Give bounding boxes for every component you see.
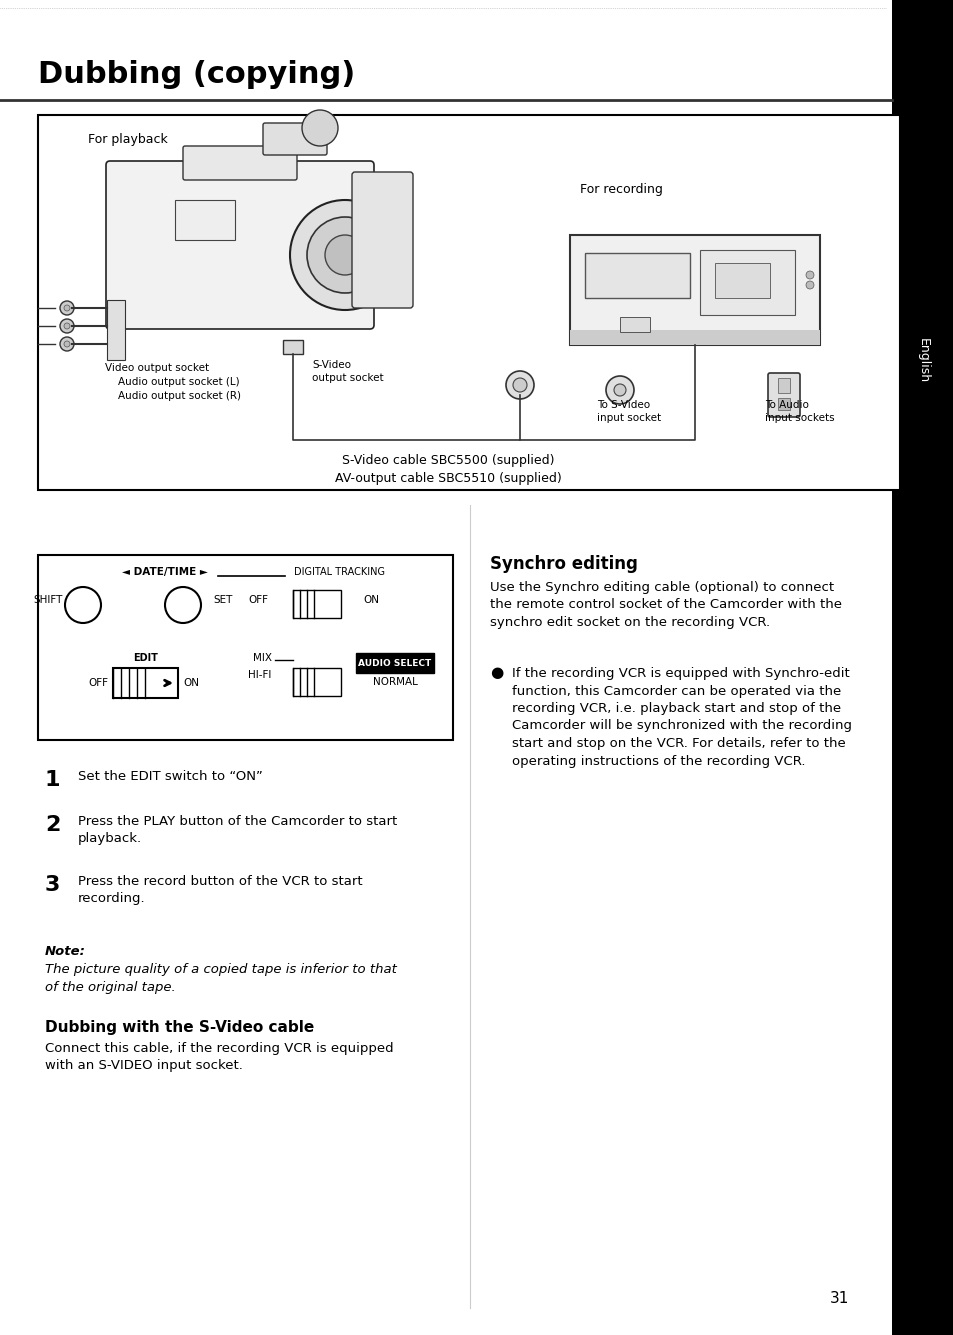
Text: ●: ●: [490, 665, 503, 680]
Circle shape: [302, 109, 337, 146]
FancyBboxPatch shape: [106, 162, 374, 328]
Text: Use the Synchro editing cable (optional) to connect
the remote control socket of: Use the Synchro editing cable (optional)…: [490, 581, 841, 629]
Text: 31: 31: [829, 1291, 848, 1306]
Bar: [174, 200, 234, 240]
FancyBboxPatch shape: [767, 372, 800, 417]
Text: Dubbing (copying): Dubbing (copying): [38, 60, 355, 89]
Circle shape: [614, 384, 625, 396]
Circle shape: [65, 587, 101, 623]
Bar: [891, 0, 953, 1335]
FancyBboxPatch shape: [263, 123, 327, 155]
Bar: [112, 668, 178, 698]
Bar: [293, 668, 340, 696]
Bar: [569, 235, 820, 344]
Text: OFF: OFF: [88, 678, 108, 688]
Text: EDIT: EDIT: [133, 653, 158, 663]
Circle shape: [165, 587, 201, 623]
Circle shape: [325, 235, 365, 275]
Text: NORMAL: NORMAL: [373, 677, 417, 688]
Circle shape: [290, 200, 399, 310]
Text: HI-FI: HI-FI: [248, 670, 271, 680]
Text: Press the PLAY button of the Camcorder to start
playback.: Press the PLAY button of the Camcorder t…: [78, 814, 396, 845]
Circle shape: [513, 378, 526, 392]
Text: Connect this cable, if the recording VCR is equipped
with an S-VIDEO input socke: Connect this cable, if the recording VCR…: [45, 1043, 394, 1072]
Text: Synchro editing: Synchro editing: [490, 555, 638, 573]
Bar: [293, 590, 340, 618]
Text: OFF: OFF: [248, 595, 268, 605]
Bar: [619, 316, 649, 332]
FancyBboxPatch shape: [183, 146, 296, 180]
Circle shape: [307, 218, 382, 292]
Text: Note:: Note:: [45, 945, 86, 959]
Bar: [569, 330, 820, 344]
Circle shape: [805, 280, 813, 288]
Text: The picture quality of a copied tape is inferior to that
of the original tape.: The picture quality of a copied tape is …: [45, 963, 396, 993]
Text: Video output socket: Video output socket: [105, 363, 209, 372]
Circle shape: [64, 340, 70, 347]
Text: Audio output socket (L): Audio output socket (L): [118, 376, 239, 387]
Text: S-Video cable SBC5500 (supplied): S-Video cable SBC5500 (supplied): [342, 454, 554, 467]
Text: 2: 2: [45, 814, 60, 834]
Bar: [778, 378, 789, 392]
Text: 3: 3: [45, 874, 60, 894]
Bar: [778, 398, 789, 410]
Text: ON: ON: [363, 595, 378, 605]
Circle shape: [60, 319, 74, 332]
Circle shape: [64, 304, 70, 311]
Text: SHIFT: SHIFT: [33, 595, 63, 605]
Text: AUDIO SELECT: AUDIO SELECT: [358, 658, 431, 668]
FancyBboxPatch shape: [352, 172, 413, 308]
Text: To S-Video
input socket: To S-Video input socket: [597, 400, 660, 423]
Text: Set the EDIT switch to “ON”: Set the EDIT switch to “ON”: [78, 770, 263, 784]
Circle shape: [505, 371, 534, 399]
Bar: [584, 254, 689, 298]
Text: For recording: For recording: [579, 183, 662, 196]
Circle shape: [805, 271, 813, 279]
Text: For playback: For playback: [88, 134, 168, 146]
Circle shape: [60, 300, 74, 315]
Text: AV-output cable SBC5510 (supplied): AV-output cable SBC5510 (supplied): [335, 473, 561, 485]
Text: If the recording VCR is equipped with Synchro-edit
function, this Camcorder can : If the recording VCR is equipped with Sy…: [512, 668, 851, 768]
Circle shape: [64, 323, 70, 328]
Bar: [283, 340, 303, 354]
Text: ◄ DATE/TIME ►: ◄ DATE/TIME ►: [122, 567, 208, 577]
Bar: [38, 115, 899, 490]
Text: DIGITAL TRACKING: DIGITAL TRACKING: [294, 567, 385, 577]
Bar: [714, 263, 769, 298]
Bar: [355, 653, 434, 673]
Text: 1: 1: [45, 770, 60, 790]
Text: English: English: [916, 338, 929, 383]
Bar: [700, 250, 794, 315]
Text: MIX: MIX: [253, 653, 272, 663]
Bar: [38, 555, 453, 740]
Text: S-Video
output socket: S-Video output socket: [312, 360, 383, 383]
Text: To Audio
input sockets: To Audio input sockets: [764, 400, 834, 423]
Bar: [107, 300, 125, 360]
Text: Dubbing with the S-Video cable: Dubbing with the S-Video cable: [45, 1020, 314, 1035]
Text: SET: SET: [213, 595, 233, 605]
Text: Press the record button of the VCR to start
recording.: Press the record button of the VCR to st…: [78, 874, 362, 905]
Circle shape: [60, 336, 74, 351]
Text: ON: ON: [183, 678, 199, 688]
Text: Audio output socket (R): Audio output socket (R): [118, 391, 241, 400]
Circle shape: [605, 376, 634, 405]
